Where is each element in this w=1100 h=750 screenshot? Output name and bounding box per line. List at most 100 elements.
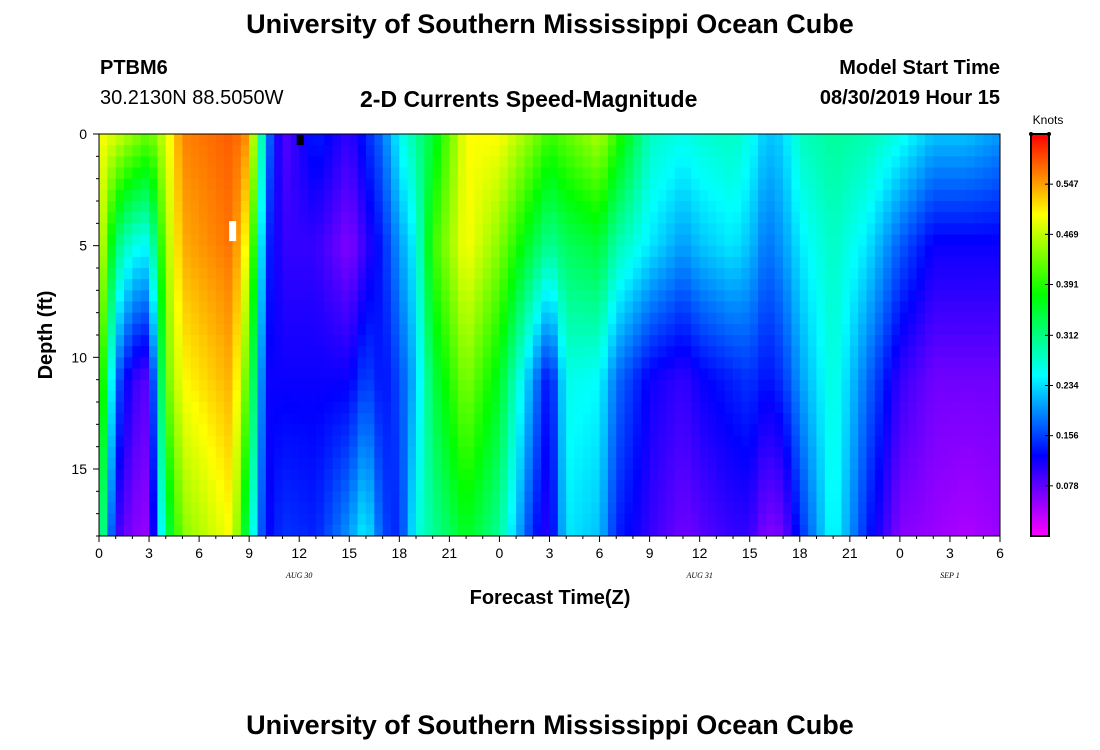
heatmap-cell (374, 323, 384, 336)
heatmap-cell (516, 513, 525, 526)
heatmap-cell (941, 212, 951, 224)
heatmap-cell (182, 212, 192, 224)
heatmap-cell (199, 446, 208, 459)
heatmap-cell (874, 245, 884, 258)
heatmap-cell (566, 469, 575, 481)
heatmap-cell (983, 402, 993, 414)
heatmap-cell (174, 256, 183, 269)
heatmap-cell (482, 457, 492, 470)
heatmap-cell (816, 290, 826, 302)
heatmap-cell (349, 212, 359, 224)
heatmap-cell (791, 346, 801, 358)
heatmap-cell (416, 513, 425, 526)
heatmap-cell (657, 312, 667, 325)
heatmap-cell (916, 178, 926, 191)
heatmap-cell (849, 312, 859, 325)
heatmap-cell (290, 402, 300, 414)
heatmap-cell (157, 279, 167, 291)
heatmap-cell (974, 178, 984, 191)
heatmap-cell (299, 379, 308, 392)
heatmap-cell (708, 491, 717, 503)
heatmap-cell (282, 156, 292, 168)
heatmap-cell (390, 189, 400, 202)
heatmap-cell (357, 390, 367, 403)
heatmap-cell (883, 223, 892, 235)
heatmap-cell (657, 301, 667, 314)
heatmap-cell (983, 413, 993, 425)
heatmap-cell (541, 268, 550, 280)
heatmap-cell (891, 491, 901, 503)
heatmap-cell (716, 145, 726, 157)
heatmap-cell (749, 189, 759, 202)
heatmap-cell (340, 346, 350, 358)
heatmap-cell (257, 346, 267, 358)
heatmap-cell (941, 178, 951, 191)
heatmap-cell (390, 223, 400, 235)
heatmap-cell (407, 167, 417, 180)
heatmap-cell (115, 413, 125, 425)
heatmap-cell (816, 424, 826, 436)
heatmap-cell (591, 256, 600, 269)
heatmap-cell (474, 223, 484, 235)
heatmap-cell (632, 435, 642, 448)
colorbar-tick-label: 0.234 (1056, 380, 1079, 390)
heatmap-cell (858, 134, 867, 146)
heatmap-cell (924, 513, 934, 526)
heatmap-cell (432, 145, 442, 157)
heatmap-cell (666, 357, 676, 369)
heatmap-cell (816, 502, 826, 515)
heatmap-cell (682, 502, 692, 515)
heatmap-cell (833, 212, 842, 224)
heatmap-cell (115, 279, 125, 291)
heatmap-cell (916, 223, 926, 235)
heatmap-cell (949, 134, 959, 146)
heatmap-cell (249, 234, 258, 247)
heatmap-cell (874, 357, 884, 369)
heatmap-cell (449, 290, 459, 302)
heatmap-cell (449, 524, 459, 537)
heatmap-cell (482, 379, 492, 392)
heatmap-cell (557, 245, 567, 258)
heatmap-cell (741, 368, 751, 381)
heatmap-cell (407, 379, 417, 392)
heatmap-cell (924, 491, 934, 503)
chart-title: 2-D Currents Speed-Magnitude (360, 86, 698, 112)
heatmap-cell (699, 145, 709, 157)
heatmap-cell (441, 234, 450, 247)
heatmap-cell (916, 368, 926, 381)
heatmap-cell (249, 524, 258, 537)
heatmap-cell (566, 480, 575, 492)
heatmap-cell (758, 223, 767, 235)
heatmap-cell (691, 413, 701, 425)
heatmap-cell (808, 502, 817, 515)
heatmap-cell (99, 457, 108, 470)
heatmap-cell (507, 201, 517, 213)
heatmap-cell (390, 178, 400, 191)
heatmap-cell (524, 134, 534, 146)
heatmap-cell (174, 491, 183, 503)
heatmap-cell (591, 312, 600, 325)
heatmap-cell (349, 134, 359, 146)
heatmap-cell (265, 234, 275, 247)
heatmap-cell (824, 346, 834, 358)
heatmap-cell (224, 134, 233, 146)
heatmap-cell (174, 279, 183, 291)
heatmap-cell (466, 167, 475, 180)
heatmap-cell (666, 335, 676, 347)
heatmap-cell (282, 268, 292, 280)
heatmap-cell (941, 502, 951, 515)
heatmap-cell (257, 424, 267, 436)
heatmap-cell (549, 234, 559, 247)
heatmap-cell (140, 301, 150, 314)
heatmap-cell (574, 446, 584, 459)
heatmap-cell (641, 167, 651, 180)
heatmap-cell (157, 134, 167, 146)
heatmap-cell (632, 513, 642, 526)
heatmap-cell (874, 413, 884, 425)
heatmap-cell (157, 469, 167, 481)
heatmap-cell (841, 379, 851, 392)
heatmap-cell (549, 524, 559, 537)
heatmap-cell (524, 145, 534, 157)
heatmap-cell (357, 245, 367, 258)
heatmap-cell (315, 357, 325, 369)
